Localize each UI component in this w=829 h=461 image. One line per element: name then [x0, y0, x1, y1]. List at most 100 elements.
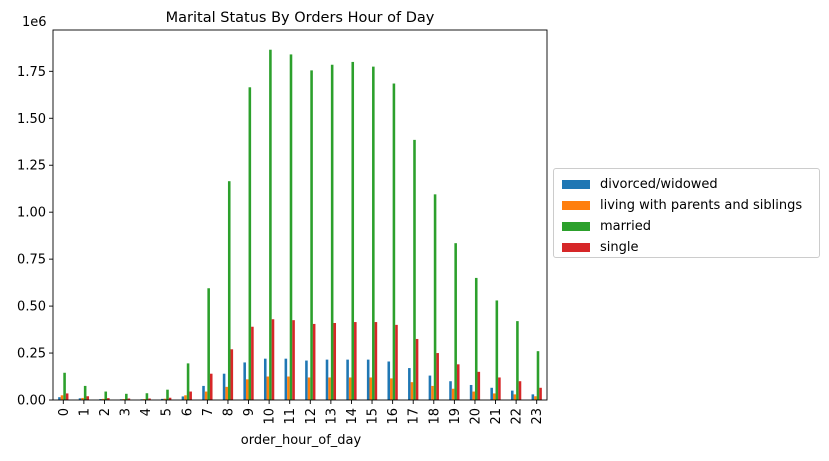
legend-label: married — [600, 219, 651, 234]
bar-divorced-widowed-7 — [202, 385, 205, 400]
x-tick-label: 4 — [139, 408, 154, 416]
bar-living-with-parents-and-siblings-8 — [225, 386, 228, 400]
bar-married-15 — [372, 66, 375, 401]
bar-single-16 — [395, 324, 398, 400]
bar-single-4 — [148, 398, 151, 400]
y-tick-label: 1.50 — [17, 112, 46, 127]
bar-divorced-widowed-14 — [346, 359, 349, 400]
bar-single-21 — [498, 377, 501, 400]
x-tick-label: 6 — [180, 408, 195, 416]
bar-living-with-parents-and-siblings-23 — [534, 396, 537, 400]
bar-living-with-parents-and-siblings-22 — [513, 394, 517, 400]
bar-divorced-widowed-18 — [428, 375, 432, 400]
bar-living-with-parents-and-siblings-10 — [266, 376, 270, 400]
bar-divorced-widowed-9 — [243, 362, 246, 400]
legend: divorced/widowed living with parents and … — [553, 168, 820, 258]
chart-title: Marital Status By Orders Hour of Day — [166, 10, 435, 26]
bar-married-18 — [433, 194, 437, 400]
bar-married-20 — [474, 277, 478, 400]
bar-living-with-parents-and-siblings-0 — [60, 395, 64, 400]
bar-living-with-parents-and-siblings-18 — [431, 385, 434, 400]
legend-swatch — [562, 180, 590, 189]
bar-divorced-widowed-10 — [263, 358, 267, 400]
bar-living-with-parents-and-siblings-15 — [369, 377, 373, 400]
y-tick-label: 1.75 — [17, 65, 46, 80]
x-tick-label: 12 — [304, 408, 319, 425]
legend-label: single — [600, 240, 639, 255]
bar-living-with-parents-and-siblings-16 — [390, 378, 393, 400]
y-tick-label: 0.50 — [17, 300, 46, 315]
bar-married-16 — [392, 83, 396, 400]
x-tick-label: 23 — [530, 408, 545, 425]
y-tick-label: 0.00 — [17, 394, 46, 409]
legend-swatch — [562, 201, 590, 210]
bar-living-with-parents-and-siblings-17 — [410, 382, 414, 400]
bar-living-with-parents-and-siblings-1 — [81, 397, 84, 400]
bar-living-with-parents-and-siblings-11 — [287, 376, 290, 400]
bar-single-13 — [333, 322, 337, 400]
bar-married-10 — [269, 49, 272, 400]
bar-living-with-parents-and-siblings-20 — [472, 391, 475, 400]
legend-swatch — [562, 222, 590, 231]
bar-single-0 — [65, 393, 69, 400]
bar-married-5 — [166, 389, 169, 400]
bar-divorced-widowed-6 — [181, 396, 185, 400]
bar-single-18 — [436, 353, 439, 400]
bar-divorced-widowed-20 — [469, 384, 473, 400]
x-tick-label: 0 — [57, 408, 72, 416]
bar-divorced-widowed-15 — [366, 359, 370, 400]
x-tick-label: 18 — [427, 408, 442, 425]
bar-divorced-widowed-13 — [325, 359, 329, 400]
x-tick-label: 9 — [242, 408, 257, 416]
bar-divorced-widowed-1 — [78, 398, 82, 400]
y-tick-label: 1.00 — [17, 206, 46, 221]
legend-swatch — [562, 243, 590, 252]
x-tick-label: 11 — [283, 408, 298, 425]
plot-frame — [52, 29, 548, 401]
bar-single-5 — [168, 397, 172, 400]
x-tick-label: 10 — [263, 408, 278, 425]
x-tick-label: 5 — [160, 408, 175, 416]
legend-label: divorced/widowed — [600, 177, 718, 192]
x-tick-label: 8 — [221, 408, 236, 416]
bar-divorced-widowed-2 — [99, 399, 102, 400]
bar-married-23 — [536, 351, 540, 400]
bar-married-17 — [413, 139, 416, 400]
bar-living-with-parents-and-siblings-6 — [184, 395, 187, 400]
x-tick-label: 19 — [448, 408, 463, 425]
bar-living-with-parents-and-siblings-12 — [307, 377, 311, 400]
bar-married-6 — [186, 363, 190, 400]
y-tick-label: 1.25 — [17, 159, 46, 174]
x-tick-label: 15 — [366, 408, 381, 425]
bar-living-with-parents-and-siblings-4 — [143, 399, 146, 400]
bar-living-with-parents-and-siblings-9 — [245, 379, 249, 400]
bar-married-19 — [454, 243, 457, 400]
bar-married-21 — [495, 300, 499, 400]
bar-single-3 — [127, 398, 131, 400]
x-tick-label: 13 — [324, 408, 339, 425]
bar-living-with-parents-and-siblings-3 — [122, 399, 126, 400]
bar-living-with-parents-and-siblings-5 — [163, 398, 167, 400]
bar-married-12 — [310, 70, 313, 400]
x-tick-label: 1 — [77, 408, 92, 416]
bar-divorced-widowed-12 — [305, 360, 308, 400]
bar-divorced-widowed-19 — [449, 381, 452, 400]
bar-divorced-widowed-23 — [531, 394, 535, 400]
x-tick-label: 3 — [119, 408, 134, 416]
bar-living-with-parents-and-siblings-21 — [492, 393, 496, 400]
legend-label: living with parents and siblings — [600, 198, 803, 213]
legend-item: living with parents and siblings — [562, 195, 819, 216]
bar-married-22 — [516, 321, 519, 400]
x-tick-label: 21 — [489, 408, 504, 425]
bar-single-23 — [539, 387, 542, 400]
bar-single-2 — [107, 398, 110, 400]
x-tick-label: 7 — [201, 408, 216, 416]
bar-divorced-widowed-0 — [58, 397, 61, 400]
bar-married-13 — [330, 64, 334, 401]
bar-married-11 — [289, 54, 293, 400]
bar-divorced-widowed-5 — [161, 398, 164, 400]
bar-single-6 — [189, 391, 192, 400]
y-scale-label: 1e6 — [22, 15, 47, 30]
